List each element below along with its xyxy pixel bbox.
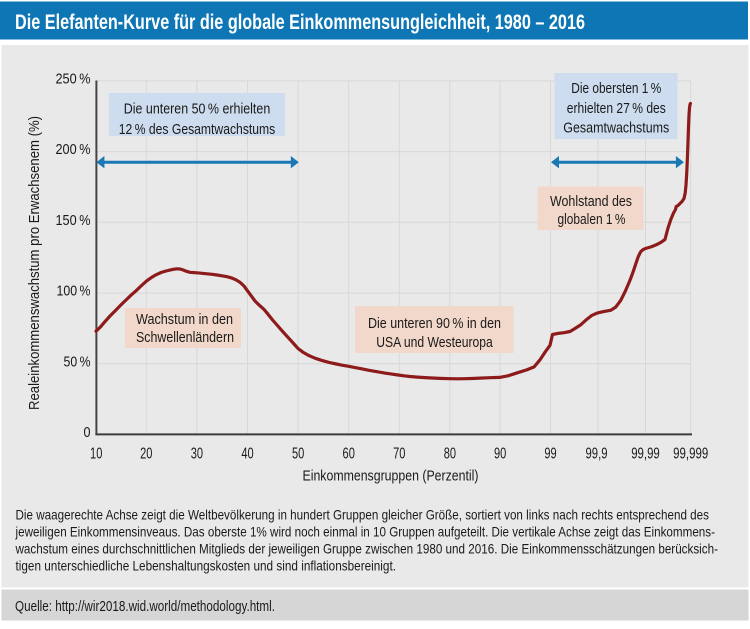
svg-text:70: 70 (393, 446, 406, 463)
svg-text:Die unteren 90 % in den: Die unteren 90 % in den (368, 316, 501, 332)
svg-text:50 %: 50 % (64, 353, 91, 370)
svg-text:Wachstum in den: Wachstum in den (136, 312, 233, 328)
svg-text:30: 30 (191, 446, 204, 463)
svg-text:Einkommensgruppen (Perzentil): Einkommensgruppen (Perzentil) (303, 467, 479, 484)
svg-text:99: 99 (544, 446, 556, 463)
svg-text:globalen 1 %: globalen 1 % (558, 212, 626, 228)
svg-text:20: 20 (140, 446, 153, 463)
svg-text:USA und Westeuropa: USA und Westeuropa (376, 335, 493, 351)
svg-text:jeweiligen Einkommensinveaus.: jeweiligen Einkommensinveaus. Das oberst… (15, 524, 716, 540)
svg-text:250 %: 250 % (56, 71, 91, 88)
svg-text:200 %: 200 % (56, 141, 91, 158)
svg-text:wachstum eines durchschnittlic: wachstum eines durchschnittlichen Mitgli… (15, 541, 719, 557)
svg-text:Die unteren 50 % erhielten: Die unteren 50 % erhielten (124, 102, 271, 118)
svg-text:Die waagerechte Achse zeigt di: Die waagerechte Achse zeigt die Weltbevö… (16, 507, 710, 523)
svg-text:80: 80 (444, 446, 457, 463)
svg-text:40: 40 (241, 446, 254, 463)
svg-text:erhielten 27 % des: erhielten 27 % des (567, 101, 666, 117)
svg-text:0: 0 (84, 424, 91, 441)
svg-text:90: 90 (494, 446, 507, 463)
svg-text:Schwellenländern: Schwellenländern (136, 330, 234, 346)
svg-text:50: 50 (292, 446, 305, 463)
svg-text:Wohlstand des: Wohlstand des (550, 194, 632, 210)
svg-text:99,999: 99,999 (673, 446, 708, 463)
svg-text:tigen unterschiedliche Lebensh: tigen unterschiedliche Lebenshaltungskos… (16, 558, 397, 574)
svg-text:100 %: 100 % (57, 283, 91, 300)
svg-text:12 % des Gesamtwachstums: 12 % des Gesamtwachstums (119, 122, 276, 138)
svg-text:99,99: 99,99 (631, 446, 660, 463)
svg-text:Die Elefanten-Kurve für die gl: Die Elefanten-Kurve für die globale Eink… (15, 10, 585, 34)
svg-text:150 %: 150 % (56, 212, 91, 229)
svg-text:10: 10 (90, 446, 103, 463)
svg-text:60: 60 (343, 446, 356, 463)
svg-text:Realeinkommenswachstum pro Erw: Realeinkommenswachstum pro Erwachsenem (… (26, 116, 43, 410)
svg-text:Die obersten 1 %: Die obersten 1 % (571, 81, 661, 97)
svg-text:Gesamtwachstums: Gesamtwachstums (563, 121, 669, 137)
svg-text:99,9: 99,9 (586, 446, 608, 463)
svg-text:Quelle: http://wir2018.wid.wor: Quelle: http://wir2018.wid.world/methodo… (15, 598, 275, 615)
